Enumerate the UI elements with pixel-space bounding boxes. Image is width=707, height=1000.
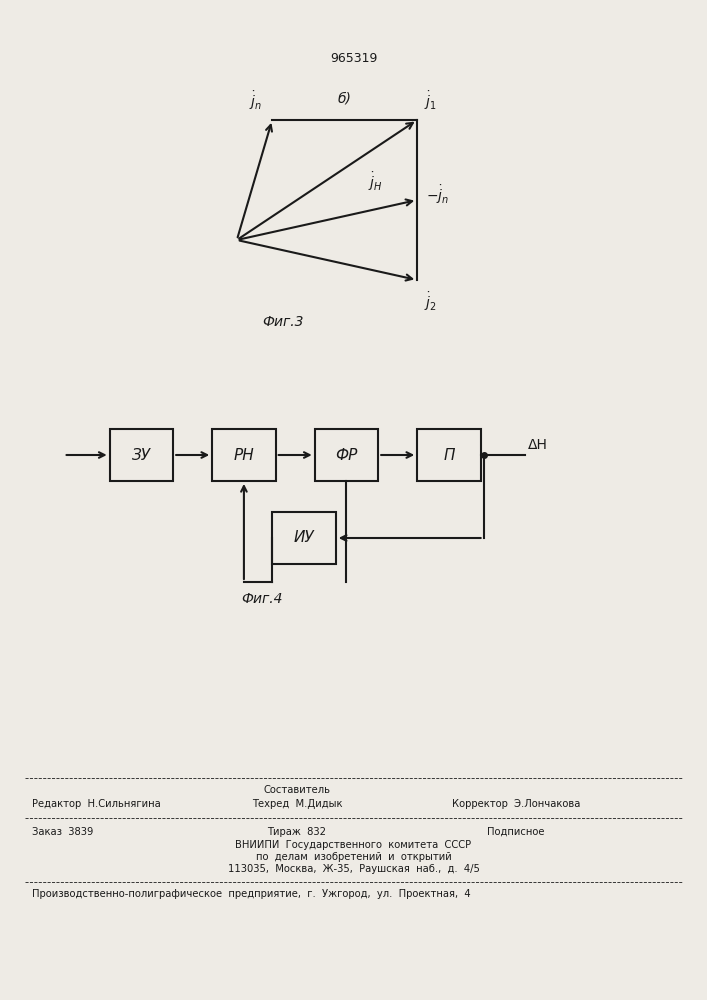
Text: ΔH: ΔH	[528, 438, 548, 452]
Text: Фиг.4: Фиг.4	[241, 592, 282, 606]
Text: по  делам  изобретений  и  открытий: по делам изобретений и открытий	[256, 852, 451, 862]
Bar	[110, 429, 173, 481]
Text: Тираж  832: Тираж 832	[267, 827, 327, 837]
Text: 965319: 965319	[329, 51, 378, 64]
Text: Подписное: Подписное	[487, 827, 545, 837]
Text: ЗУ: ЗУ	[132, 448, 151, 462]
Text: $\dot{j}_2$: $\dot{j}_2$	[424, 290, 437, 313]
Text: Техред  М.Дидык: Техред М.Дидык	[252, 799, 342, 809]
Text: $\dot{j}_1$: $\dot{j}_1$	[424, 89, 437, 112]
Text: РН: РН	[233, 448, 255, 462]
Text: П: П	[443, 448, 455, 462]
Bar	[272, 512, 336, 564]
Text: $\dot{j}_H$: $\dot{j}_H$	[368, 171, 382, 193]
Text: б): б)	[337, 91, 351, 105]
Bar	[417, 429, 481, 481]
Bar	[212, 429, 276, 481]
Text: Производственно-полиграфическое  предприятие,  г.  Ужгород,  ул.  Проектная,  4: Производственно-полиграфическое предприя…	[32, 889, 470, 899]
Text: Составитель: Составитель	[264, 785, 330, 795]
Text: ИУ: ИУ	[293, 530, 315, 546]
Text: Редактор  Н.Сильнягина: Редактор Н.Сильнягина	[32, 799, 160, 809]
Text: Фиг.3: Фиг.3	[262, 315, 303, 329]
Text: Корректор  Э.Лончакова: Корректор Э.Лончакова	[452, 799, 580, 809]
Text: $-\dot{j}_n$: $-\dot{j}_n$	[426, 184, 449, 206]
Bar	[315, 429, 378, 481]
Text: $\dot{j}_n$: $\dot{j}_n$	[249, 89, 262, 112]
Text: Заказ  3839: Заказ 3839	[32, 827, 93, 837]
Text: 113035,  Москва,  Ж-35,  Раушская  наб.,  д.  4/5: 113035, Москва, Ж-35, Раушская наб., д. …	[228, 864, 479, 874]
Text: ВНИИПИ  Государственного  комитета  СССР: ВНИИПИ Государственного комитета СССР	[235, 840, 472, 850]
Text: ФР: ФР	[335, 448, 358, 462]
